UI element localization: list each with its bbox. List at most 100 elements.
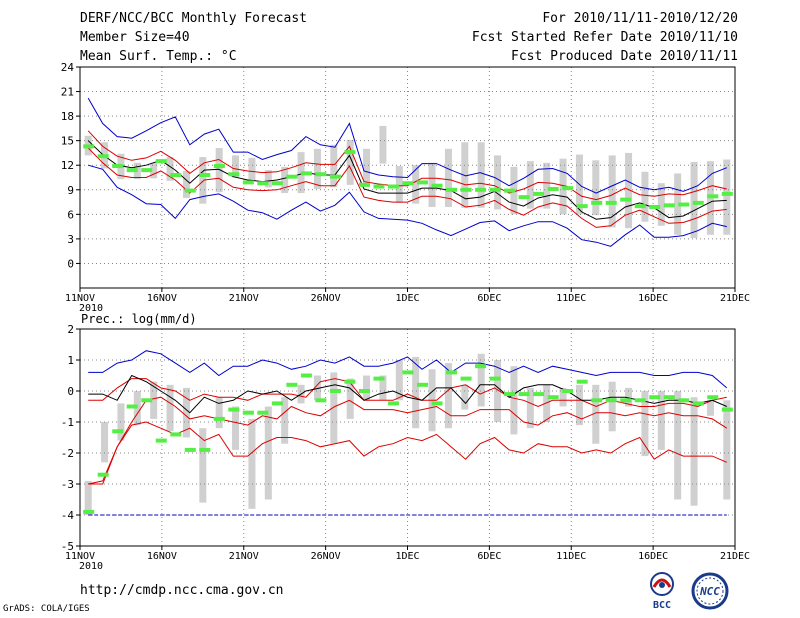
temp-observed-marker xyxy=(97,154,109,159)
temp-spread-box xyxy=(674,173,682,235)
temp-observed-marker xyxy=(576,204,588,209)
precip-x-tick-label: 1DEC xyxy=(395,551,419,562)
temp-x-tick-label: 21DEC xyxy=(720,293,750,304)
temp-panel: 0 3 6 9 12 15 18 21 24 11NOV 16NOV 21NOV 26NOV 1DEC 6D… xyxy=(61,61,750,314)
precip-spread-box xyxy=(281,397,289,444)
temp-spread-box xyxy=(281,166,289,194)
temp-observed-marker xyxy=(591,200,603,205)
temp-observed-marker xyxy=(649,204,661,209)
precip-x-tick-label: 21DEC xyxy=(720,551,750,562)
precip-spread-box xyxy=(150,381,158,419)
precip-x-tick-label: 16DEC xyxy=(638,551,668,562)
temp-spread-box xyxy=(461,142,469,208)
temp-observed-marker xyxy=(112,164,124,169)
temp-x-tick-label: 16DEC xyxy=(638,293,668,304)
forecast-period: For 2010/11/11-2010/12/20 xyxy=(542,11,738,26)
precip-spread-box xyxy=(575,384,583,426)
temp-year-label: 2010 xyxy=(79,303,103,314)
precip-observed-marker xyxy=(112,429,124,434)
precip-observed-marker xyxy=(329,389,341,393)
temp-observed-marker xyxy=(634,204,646,209)
temp-spread-box xyxy=(330,144,338,188)
precip-observed-marker xyxy=(562,389,574,393)
precip-observed-marker xyxy=(417,382,429,387)
temp-spread-box xyxy=(444,148,452,207)
temp-observed-marker xyxy=(344,150,356,155)
precip-spread-box xyxy=(477,353,485,407)
precip-spread-box xyxy=(232,406,240,450)
temp-y-tick-label: 6 xyxy=(67,208,74,221)
temp-ensemble-mean-line xyxy=(87,140,727,220)
temp-x-tick-label: 16NOV xyxy=(147,293,177,304)
temp-spread-box xyxy=(543,162,551,209)
precip-spread-box xyxy=(84,480,92,515)
temp-observed-marker xyxy=(228,172,240,177)
precip-observed-marker xyxy=(446,370,458,375)
precip-spread-box xyxy=(608,381,616,432)
precip-spread-box xyxy=(330,372,338,444)
precip-spread-box xyxy=(444,363,452,429)
temp-observed-marker xyxy=(286,174,298,179)
precip-spread-box xyxy=(379,375,387,401)
precip-spread-box xyxy=(559,387,567,407)
temp-observed-marker xyxy=(271,181,283,186)
temp-x-tick-label: 11DEC xyxy=(556,293,586,304)
temp-observed-marker xyxy=(358,182,370,187)
precip-observed-marker xyxy=(126,404,138,409)
temp-spread-box xyxy=(625,152,633,229)
temp-observed-marker xyxy=(213,164,225,169)
precip-spread-box xyxy=(101,422,109,463)
precip-observed-marker xyxy=(402,370,414,375)
precip-observed-marker xyxy=(97,472,109,477)
temp-observed-marker xyxy=(518,195,530,200)
precip-observed-marker xyxy=(242,410,254,415)
temp-x-tick-label: 21NOV xyxy=(229,293,259,304)
temp-y-tick-label: 9 xyxy=(67,184,74,197)
temp-y-tick-label: 18 xyxy=(61,110,74,123)
source-url[interactable]: http://cmdp.ncc.cma.gov.cn xyxy=(80,583,284,598)
precip-panel: -5 -4 -3 -2 -1 0 1 2 11NOV 16NOV 21NOV 26NOV 1DEC 6DE… xyxy=(61,323,750,572)
precip-x-tick-label: 21NOV xyxy=(229,551,259,562)
precip-ensemble-mean-line xyxy=(88,374,727,414)
temp-observed-marker xyxy=(678,202,690,207)
precip-spread-box xyxy=(346,378,354,419)
bcc-logo-text: BCC xyxy=(653,600,671,611)
precip-observed-marker xyxy=(475,364,487,369)
temp-spread-box xyxy=(150,162,158,179)
precip-spread-box xyxy=(199,428,207,503)
precip-spread-box xyxy=(182,387,190,438)
precip-spread-box xyxy=(674,391,682,500)
temp-observed-marker xyxy=(184,188,196,193)
temp-observed-marker xyxy=(242,180,254,185)
precip-spread-box xyxy=(526,387,534,429)
temp-observed-marker xyxy=(475,187,487,192)
temp-spread-box xyxy=(182,170,190,198)
temp-y-tick-label: 12 xyxy=(61,159,74,172)
precip-observed-marker xyxy=(228,407,240,412)
temp-spread-box xyxy=(346,139,354,185)
temp-spread-box xyxy=(264,170,272,188)
temp-spread-box xyxy=(412,165,420,204)
temp-observed-marker xyxy=(446,187,458,192)
temp-y-tick-label: 15 xyxy=(61,135,74,148)
precip-observed-marker xyxy=(547,395,559,400)
precip-observed-marker xyxy=(721,407,733,412)
chart-title: DERF/NCC/BCC Monthly Forecast xyxy=(80,11,307,26)
temp-observed-marker xyxy=(547,186,559,191)
precip-observed-marker xyxy=(634,398,646,403)
precip-observed-marker xyxy=(141,398,153,403)
precip-spread-box xyxy=(657,391,665,450)
precip-year-label: 2010 xyxy=(79,561,103,572)
precip-observed-marker xyxy=(199,447,211,452)
temp-spread-box xyxy=(690,161,698,239)
temp-upper-inner-line xyxy=(87,130,727,201)
precip-lower-inner-line xyxy=(88,396,728,485)
temp-observed-marker xyxy=(402,181,414,186)
temp-observed-marker xyxy=(155,159,167,164)
temp-spread-box xyxy=(215,148,223,193)
ncc-logo-text: NCC xyxy=(699,585,720,598)
precip-upper-inner-line xyxy=(88,378,727,408)
temp-x-tick-label: 11NOV xyxy=(65,293,95,304)
precip-spread-box xyxy=(363,375,371,401)
